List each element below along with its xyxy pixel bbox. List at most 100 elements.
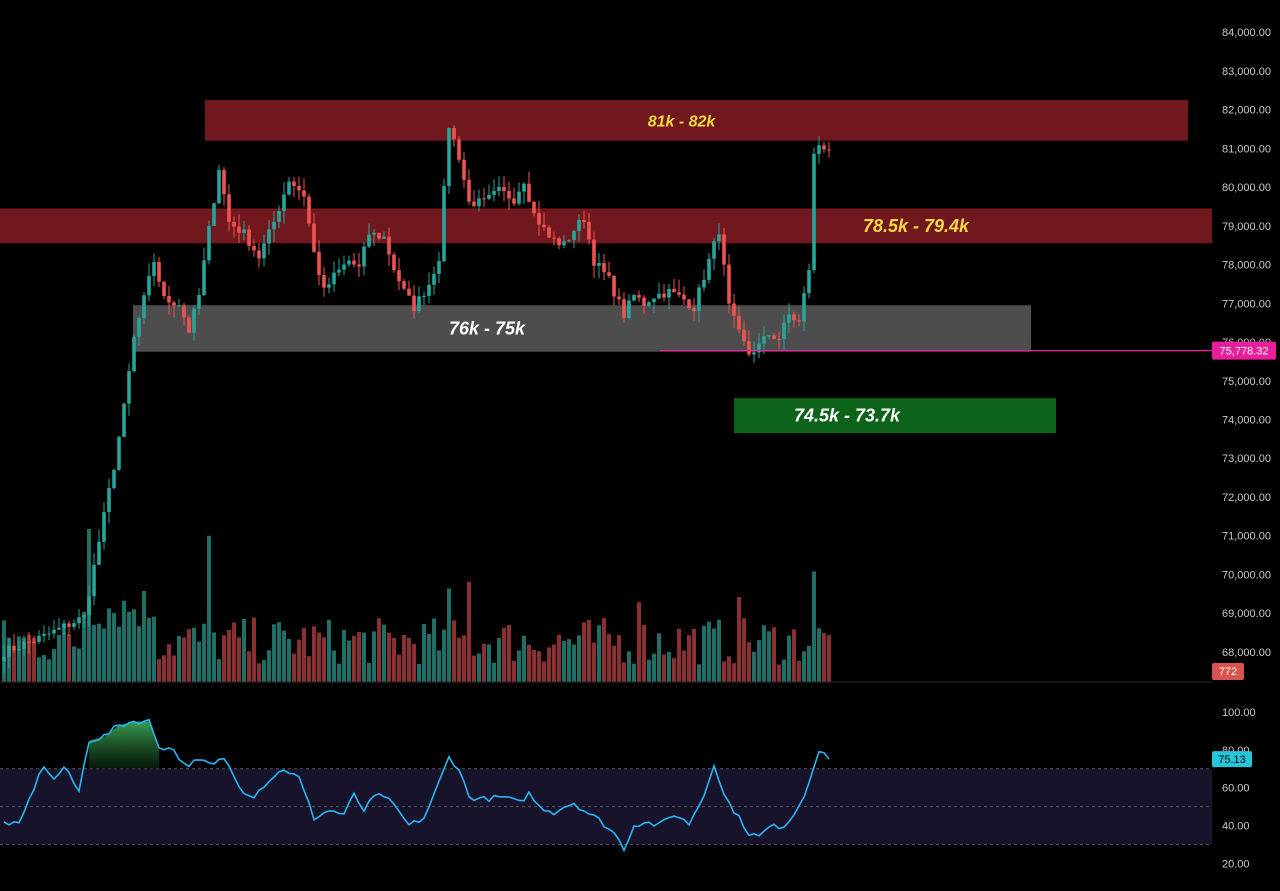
volume-bar — [52, 649, 56, 682]
candle-body — [827, 149, 831, 151]
price-tick-label: 69,000.00 — [1222, 608, 1271, 620]
candle-body — [477, 198, 481, 207]
volume-bar — [102, 628, 106, 682]
candle-body — [172, 302, 176, 306]
candle-body — [717, 234, 721, 242]
volume-bar — [212, 632, 216, 682]
volume-bar — [692, 629, 696, 682]
price-tick-label: 75,000.00 — [1222, 376, 1271, 388]
candle-body — [687, 299, 691, 309]
candle-body — [392, 254, 396, 271]
volume-bar — [182, 637, 186, 682]
candle-body — [167, 296, 171, 303]
candle-body — [72, 623, 76, 627]
volume-bar — [167, 644, 171, 682]
candle-body — [772, 335, 776, 339]
candle-body — [447, 127, 451, 186]
candle-body — [377, 232, 381, 239]
volume-bar — [487, 644, 491, 682]
candle-body — [297, 185, 301, 191]
volume-bar — [627, 651, 631, 682]
candle-body — [807, 270, 811, 294]
volume-bar — [222, 635, 226, 682]
rsi-tick-label: 20.00 — [1222, 858, 1250, 870]
volume-bar — [707, 621, 711, 682]
volume-bar — [577, 635, 581, 682]
candle-body — [752, 352, 756, 355]
volume-bar — [292, 653, 296, 682]
price-tick-label: 73,000.00 — [1222, 453, 1271, 465]
candle-body — [762, 336, 766, 344]
candle-body — [782, 322, 786, 340]
volume-bar — [62, 623, 66, 682]
volume-bar — [547, 647, 551, 682]
volume-bar — [407, 637, 411, 682]
candle-body — [812, 153, 816, 271]
candle-body — [367, 234, 371, 247]
volume-tag-text: 772 — [1219, 666, 1237, 678]
volume-bar — [747, 642, 751, 682]
volume-bar — [77, 648, 81, 682]
volume-bar — [172, 655, 176, 682]
volume-bar — [147, 617, 151, 682]
volume-bar — [602, 618, 606, 682]
candle-body — [747, 341, 751, 355]
candle-body — [352, 260, 356, 265]
volume-bar — [132, 609, 136, 682]
candle-body — [97, 541, 101, 565]
volume-bar — [287, 638, 291, 682]
candle-body — [662, 293, 666, 298]
candle-body — [107, 488, 111, 513]
candle-body — [212, 203, 216, 226]
volume-bar — [552, 644, 556, 682]
price-axis[interactable]: 84,000.00 83,000.00 82,000.00 81,000.00 80,0… — [1212, 27, 1276, 680]
candle-body — [237, 226, 241, 233]
candle-body — [452, 127, 456, 140]
candle-body — [332, 272, 336, 285]
candle-body — [442, 185, 446, 262]
price-tick-label: 81,000.00 — [1222, 143, 1271, 155]
volume-bar — [272, 624, 276, 682]
candle-body — [547, 227, 551, 238]
candle-body — [267, 229, 271, 244]
price-tick-label: 71,000.00 — [1222, 531, 1271, 543]
volume-bar — [687, 635, 691, 682]
volume-bar — [682, 650, 686, 682]
candle-body — [382, 236, 386, 239]
candle-body — [372, 232, 376, 235]
volume-bar — [812, 571, 816, 682]
candle-body — [712, 241, 716, 259]
volume-bar — [397, 654, 401, 682]
candle-body — [567, 240, 571, 242]
candle-body — [487, 194, 491, 199]
volume-bar — [177, 636, 181, 682]
volume-bar — [622, 662, 626, 682]
volume-bar — [752, 651, 756, 682]
volume-bar — [297, 639, 301, 682]
candle-body — [102, 512, 106, 542]
candle-body — [122, 403, 126, 437]
volume-bar — [587, 620, 591, 682]
candle-body — [437, 261, 441, 274]
volume-bar — [32, 637, 36, 682]
volume-bar — [802, 651, 806, 682]
candle-body — [312, 223, 316, 252]
volume-bar — [22, 637, 26, 682]
volume-bar — [767, 631, 771, 682]
candle-body — [132, 336, 136, 372]
volume-bar — [127, 611, 131, 682]
volume-bar — [662, 654, 666, 682]
candle-body — [492, 190, 496, 195]
candle-body — [252, 245, 256, 251]
zone-label-2: 76k - 75k — [449, 318, 526, 338]
candle-body — [157, 261, 161, 282]
candle-body — [737, 315, 741, 330]
volume-bar — [67, 634, 71, 682]
candle-body — [497, 186, 501, 191]
candle-body — [502, 186, 506, 191]
zone-labels-layer: 81k - 82k 78.5k - 79.4k 76k - 75k 74.5k - 7… — [449, 113, 970, 425]
volume-bar — [807, 645, 811, 682]
